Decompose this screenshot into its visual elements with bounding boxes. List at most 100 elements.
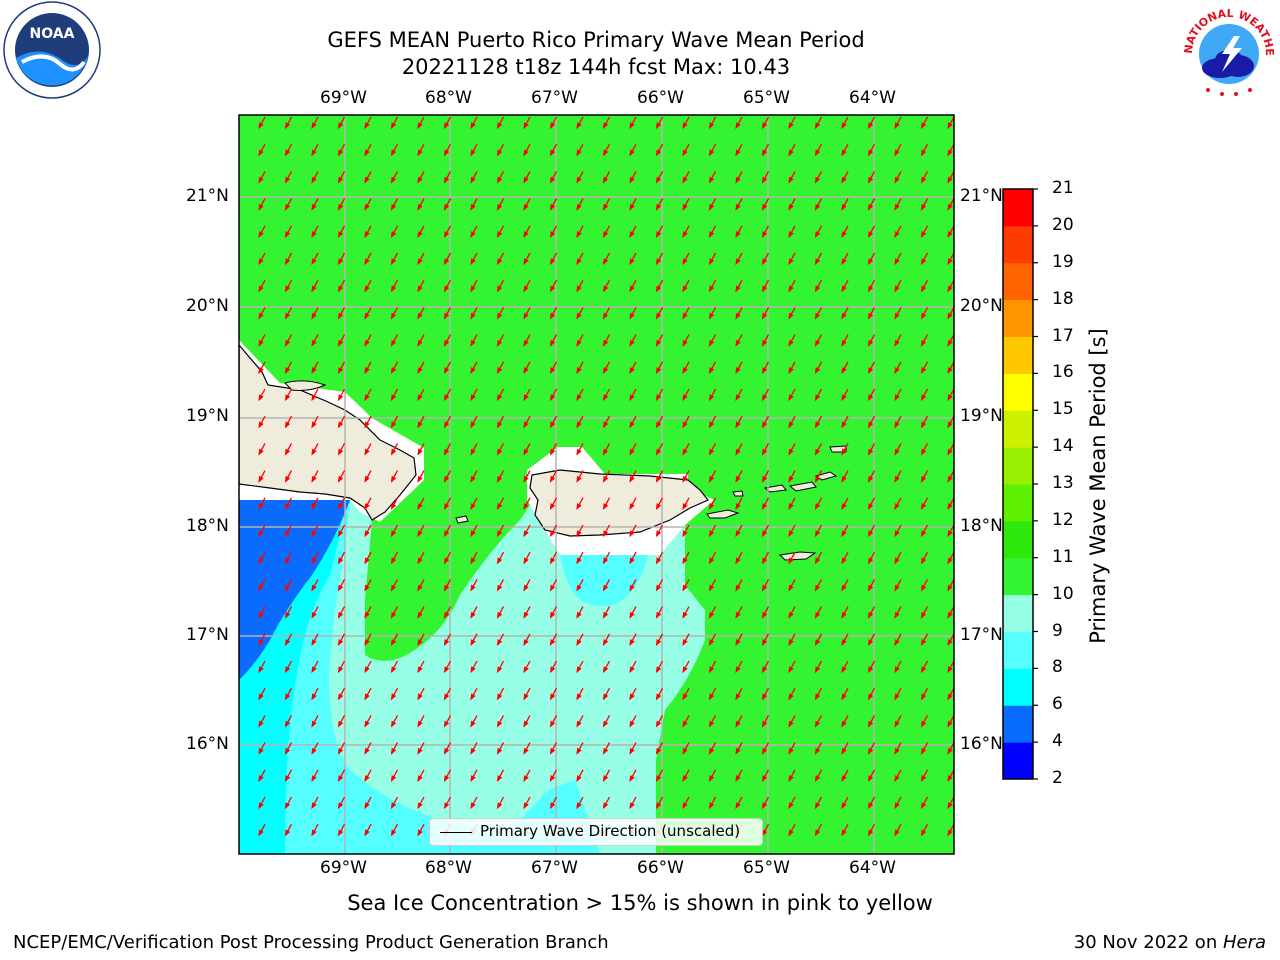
wave-arrow	[470, 497, 478, 510]
wave-arrow	[284, 742, 293, 755]
lat-label-left: 20°N	[186, 296, 229, 316]
map-legend: Primary Wave Direction (unscaled)	[429, 818, 763, 846]
wave-arrow	[523, 225, 531, 238]
colorbar-band	[1003, 594, 1033, 632]
wave-arrow	[549, 143, 558, 157]
wave-arrow	[496, 198, 505, 211]
lon-label-bottom: 69°W	[320, 858, 367, 878]
wave-arrow	[576, 687, 584, 701]
wave-arrow	[284, 361, 293, 374]
wave-arrow	[894, 769, 902, 782]
wave-arrow	[655, 198, 664, 211]
wave-arrow	[841, 225, 849, 238]
wave-arrow	[417, 633, 425, 646]
wave-arrow	[284, 143, 293, 157]
wave-arrow	[284, 198, 293, 211]
wave-arrow	[735, 660, 743, 674]
wave-arrow	[364, 443, 372, 456]
wave-arrow	[602, 252, 611, 266]
wave-arrow	[735, 307, 743, 320]
wave-arrow	[920, 524, 929, 538]
wave-arrow	[364, 579, 372, 592]
wave-arrow	[761, 279, 770, 293]
wave-arrow	[867, 116, 876, 130]
wave-arrow	[682, 143, 690, 157]
wave-arrow	[682, 579, 690, 592]
wave-arrow	[947, 361, 954, 374]
wave-arrow	[708, 307, 717, 320]
wave-arrow	[761, 742, 770, 755]
wave-arrow	[735, 606, 743, 619]
wave-arrow	[443, 252, 452, 266]
wave-arrow	[788, 252, 796, 266]
wave-arrow	[841, 334, 849, 347]
wave-arrow	[735, 579, 743, 592]
wave-arrow	[708, 742, 717, 755]
wave-arrow	[284, 660, 293, 674]
wave-arrow	[655, 307, 664, 320]
wave-arrow	[788, 796, 796, 810]
wave-arrow	[920, 388, 929, 402]
wave-arrow	[655, 361, 664, 374]
lon-label-bottom: 66°W	[637, 858, 684, 878]
wave-arrow	[496, 606, 505, 619]
wave-arrow	[523, 252, 531, 266]
wave-arrow	[258, 143, 266, 157]
wave-arrow	[470, 361, 478, 374]
wave-arrow	[311, 143, 319, 157]
wave-arrow	[311, 497, 319, 510]
wave-arrow	[258, 796, 266, 810]
wave-arrow	[443, 660, 452, 674]
wave-arrow	[947, 715, 954, 728]
wave-arrow	[947, 307, 954, 320]
wave-arrow	[523, 334, 531, 347]
lat-label-right: 19°N	[960, 406, 1003, 426]
wave-arrow	[523, 388, 531, 402]
wave-arrow	[788, 551, 796, 565]
wave-arrow	[655, 715, 664, 728]
wave-arrow	[337, 143, 346, 157]
wave-arrow	[788, 823, 796, 837]
wave-arrow	[841, 388, 849, 402]
wave-arrow	[311, 715, 319, 728]
wave-arrow	[735, 116, 743, 130]
wave-arrow	[523, 279, 531, 293]
wave-arrow	[417, 307, 425, 320]
wave-arrow	[311, 823, 319, 837]
wave-arrow	[417, 252, 425, 266]
wave-arrow	[761, 225, 770, 238]
wave-arrow	[867, 388, 876, 402]
wave-arrow	[549, 524, 558, 538]
wave-arrow	[496, 388, 505, 402]
wave-arrow	[814, 660, 823, 674]
wave-arrow	[682, 470, 690, 483]
wave-arrow	[761, 524, 770, 538]
wave-arrow	[258, 171, 266, 184]
wave-arrow	[920, 198, 929, 211]
wave-arrow	[602, 307, 611, 320]
wave-arrow	[364, 796, 372, 810]
wave-arrow	[470, 198, 478, 211]
wave-arrow	[496, 361, 505, 374]
wave-arrow	[337, 361, 346, 374]
wave-arrow	[629, 742, 637, 755]
wave-arrow	[682, 715, 690, 728]
lon-label-top: 66°W	[637, 88, 684, 108]
wave-arrow	[470, 687, 478, 701]
wave-arrow	[735, 198, 743, 211]
wave-arrow	[390, 687, 399, 701]
wave-arrow	[708, 415, 717, 429]
wave-arrow	[867, 633, 876, 646]
wave-arrow	[947, 171, 954, 184]
wave-arrow	[867, 143, 876, 157]
wave-arrow	[841, 443, 849, 456]
wave-arrow	[682, 307, 690, 320]
wave-arrow	[576, 415, 584, 429]
wave-arrow	[629, 769, 637, 782]
wave-arrow	[390, 524, 399, 538]
wave-arrow	[761, 388, 770, 402]
wave-arrow	[947, 769, 954, 782]
wave-arrow	[576, 361, 584, 374]
wave-arrow	[920, 225, 929, 238]
map-gridlines	[239, 115, 954, 854]
